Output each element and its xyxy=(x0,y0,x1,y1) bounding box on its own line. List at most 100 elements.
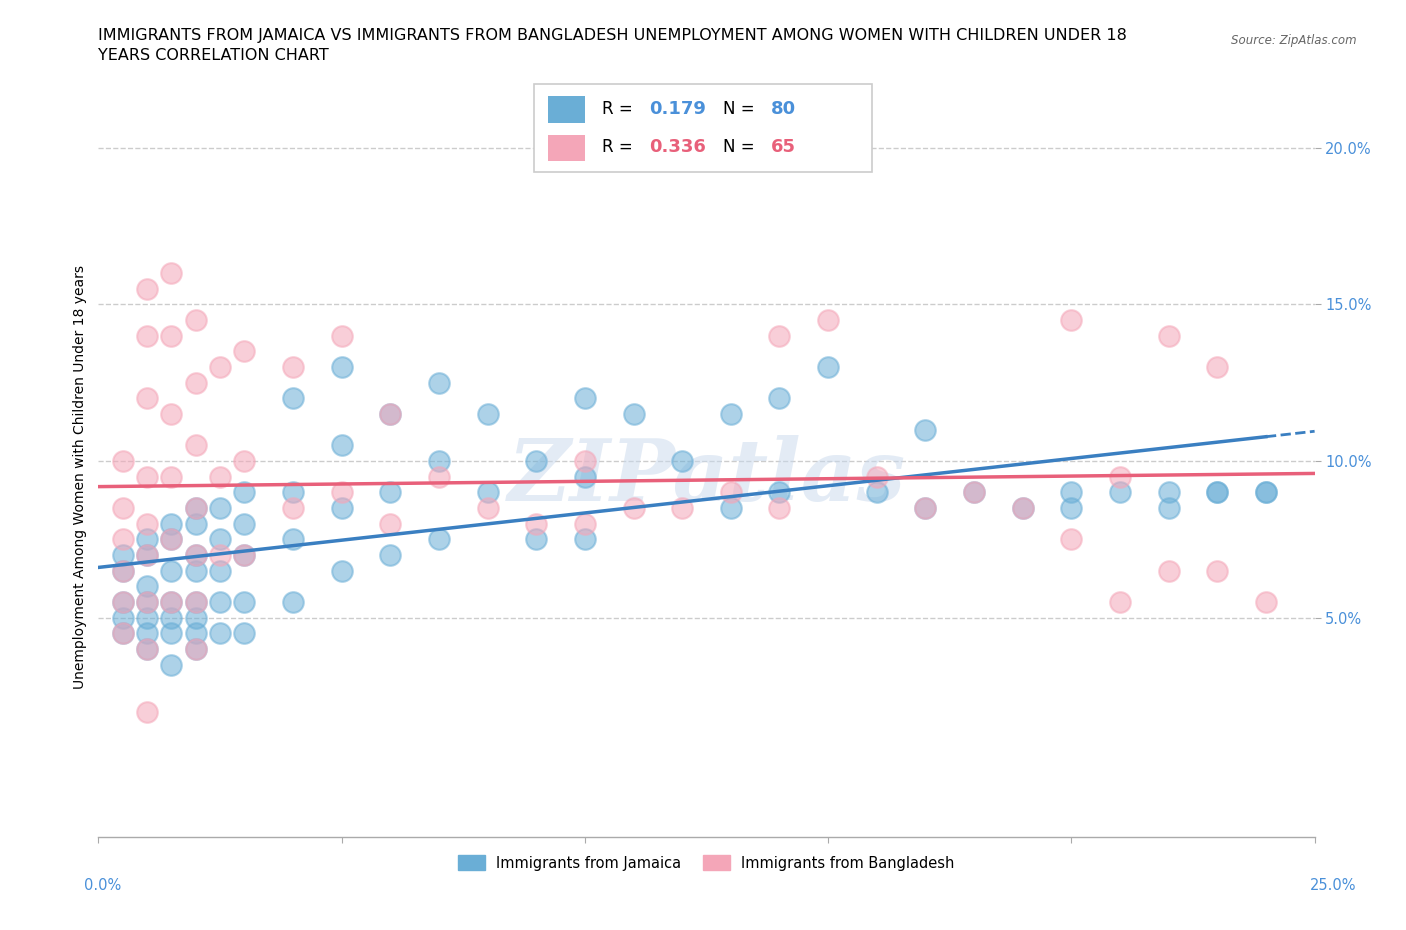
Y-axis label: Unemployment Among Women with Children Under 18 years: Unemployment Among Women with Children U… xyxy=(73,265,87,688)
Point xyxy=(524,454,547,469)
Point xyxy=(1157,500,1180,515)
Point xyxy=(209,594,232,609)
Point xyxy=(817,360,839,375)
Point xyxy=(1254,485,1277,499)
Point xyxy=(1109,469,1132,484)
Point xyxy=(111,594,134,609)
Point xyxy=(209,500,232,515)
Point xyxy=(136,532,159,547)
Point xyxy=(1011,500,1033,515)
Point xyxy=(160,594,183,609)
Point xyxy=(380,516,402,531)
Point xyxy=(233,594,256,609)
Text: Source: ZipAtlas.com: Source: ZipAtlas.com xyxy=(1232,34,1357,47)
Point xyxy=(136,594,159,609)
Point xyxy=(111,548,134,563)
Point xyxy=(574,532,596,547)
Point xyxy=(136,548,159,563)
Point xyxy=(209,360,232,375)
FancyBboxPatch shape xyxy=(548,135,585,162)
Point xyxy=(281,485,304,499)
Text: R =: R = xyxy=(602,139,638,156)
Point xyxy=(184,626,207,641)
Point xyxy=(380,406,402,421)
Point xyxy=(574,454,596,469)
Point xyxy=(136,281,159,296)
Point xyxy=(720,485,742,499)
Text: N =: N = xyxy=(723,100,761,118)
Point xyxy=(136,626,159,641)
Point xyxy=(184,516,207,531)
Text: YEARS CORRELATION CHART: YEARS CORRELATION CHART xyxy=(98,48,329,63)
Point xyxy=(160,265,183,280)
Point xyxy=(160,610,183,625)
Point xyxy=(160,469,183,484)
Point xyxy=(281,532,304,547)
Text: 25.0%: 25.0% xyxy=(1309,878,1357,893)
Point xyxy=(380,406,402,421)
Point xyxy=(233,548,256,563)
Point xyxy=(427,532,450,547)
Point xyxy=(1060,485,1083,499)
Point xyxy=(160,406,183,421)
Point xyxy=(427,375,450,390)
Point xyxy=(184,438,207,453)
Point xyxy=(209,469,232,484)
Point xyxy=(1206,485,1229,499)
Point xyxy=(160,532,183,547)
Point xyxy=(281,594,304,609)
Point xyxy=(524,516,547,531)
Point xyxy=(281,360,304,375)
Point xyxy=(623,500,645,515)
Point xyxy=(866,469,889,484)
Point xyxy=(111,500,134,515)
Point xyxy=(111,532,134,547)
Point xyxy=(209,532,232,547)
Point xyxy=(160,564,183,578)
Point xyxy=(111,626,134,641)
Point xyxy=(233,344,256,359)
Point xyxy=(1157,328,1180,343)
Point xyxy=(233,626,256,641)
Point xyxy=(233,454,256,469)
Point xyxy=(1060,532,1083,547)
Point xyxy=(1060,500,1083,515)
Point xyxy=(209,626,232,641)
Point xyxy=(184,500,207,515)
Point xyxy=(184,642,207,657)
Point xyxy=(1206,485,1229,499)
Text: 80: 80 xyxy=(770,100,796,118)
Point xyxy=(1157,485,1180,499)
Point xyxy=(136,610,159,625)
Point xyxy=(671,500,693,515)
Point xyxy=(111,610,134,625)
Point xyxy=(1109,594,1132,609)
Point xyxy=(768,485,790,499)
Point xyxy=(160,626,183,641)
Point xyxy=(160,594,183,609)
Text: 0.179: 0.179 xyxy=(650,100,706,118)
Point xyxy=(233,516,256,531)
Text: ZIPatlas: ZIPatlas xyxy=(508,435,905,518)
Point xyxy=(1206,360,1229,375)
Point xyxy=(1060,312,1083,327)
Text: 65: 65 xyxy=(770,139,796,156)
Point xyxy=(136,578,159,593)
FancyBboxPatch shape xyxy=(548,96,585,123)
Point xyxy=(136,391,159,405)
Point xyxy=(623,406,645,421)
Point xyxy=(1254,485,1277,499)
Point xyxy=(111,454,134,469)
Point xyxy=(1157,564,1180,578)
Point xyxy=(330,485,353,499)
Point xyxy=(330,360,353,375)
Point xyxy=(720,500,742,515)
Text: 0.0%: 0.0% xyxy=(84,878,121,893)
Point xyxy=(768,391,790,405)
Point xyxy=(136,516,159,531)
Point xyxy=(281,391,304,405)
Point xyxy=(111,564,134,578)
Point xyxy=(184,312,207,327)
Point xyxy=(160,516,183,531)
Point xyxy=(160,328,183,343)
